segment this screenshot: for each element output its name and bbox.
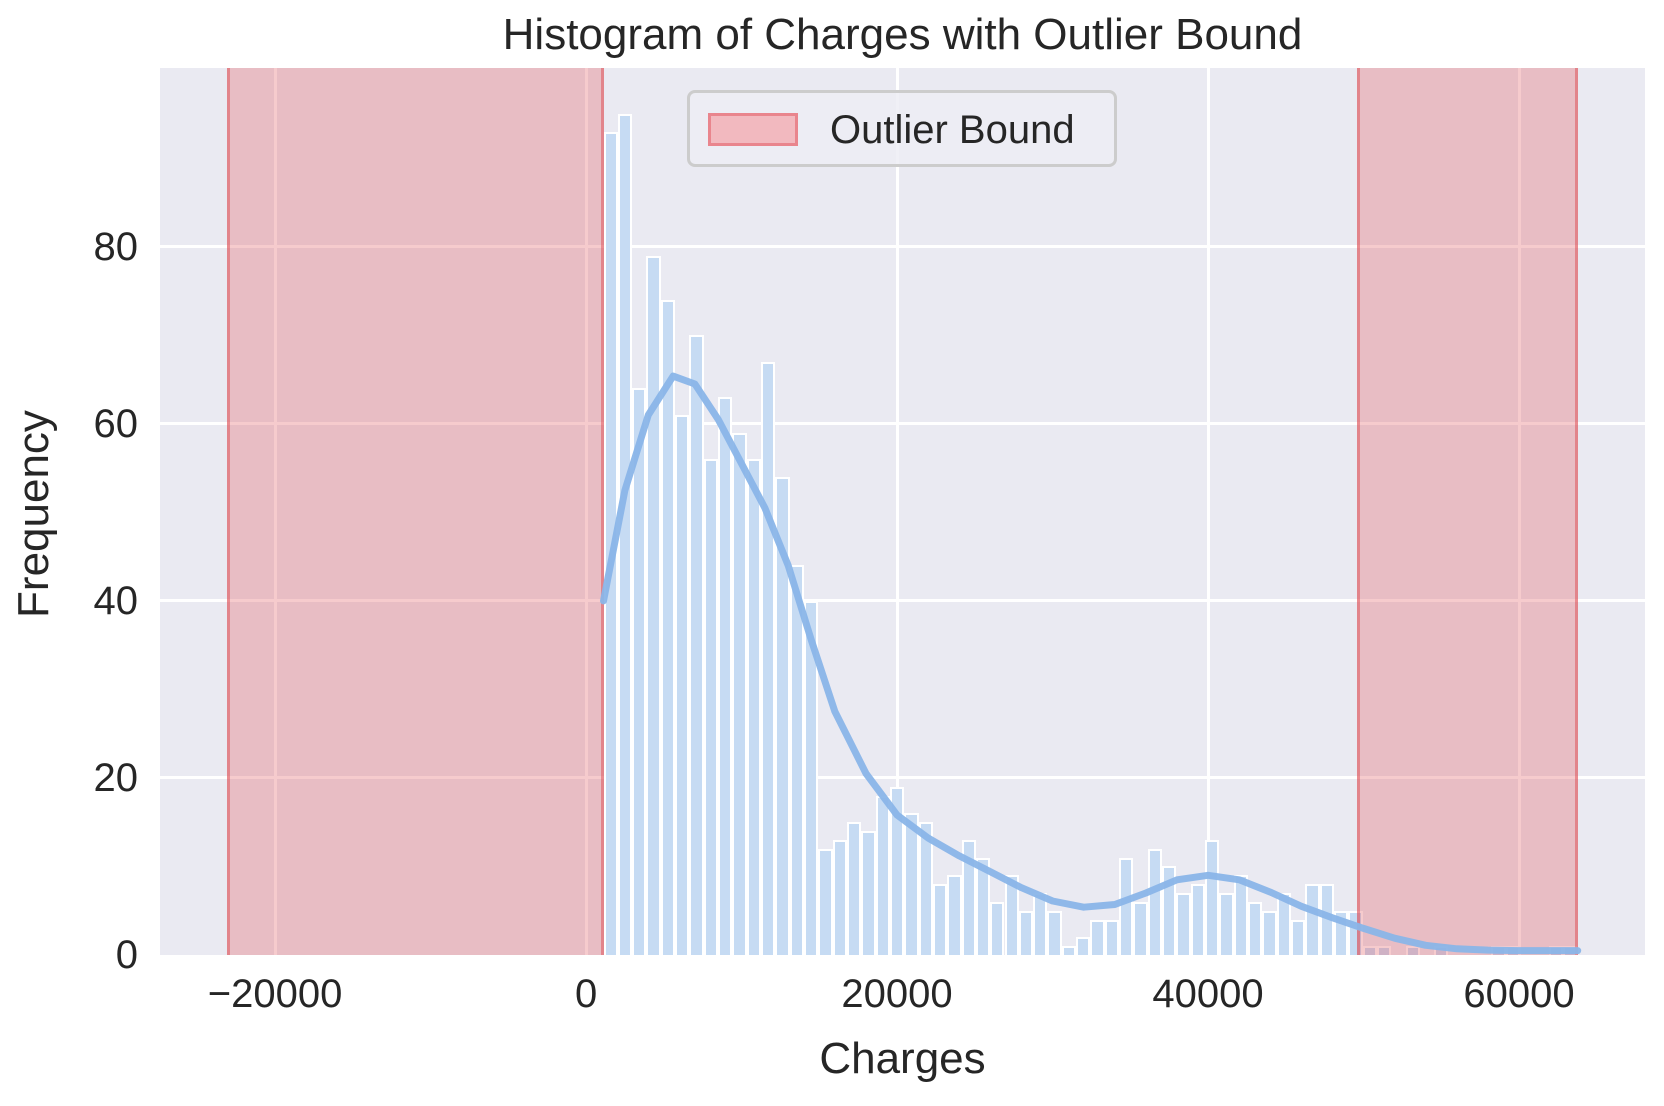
histogram-bar [660,299,676,955]
v-gridline [584,68,588,955]
y-axis-label: Frequency [9,410,58,618]
x-tick-label: 60000 [1463,972,1575,1016]
x-tick-label: 0 [574,972,598,1016]
histogram-bar [975,857,991,955]
histogram-bar [1190,884,1205,955]
histogram-bar [1047,910,1062,955]
histogram-bar [804,600,819,955]
histogram-bar [1247,901,1263,955]
histogram-bar [1061,946,1077,955]
histogram-bar [990,901,1005,955]
histogram-bar [889,786,905,955]
v-gridline [1206,68,1210,955]
plot-area: Outlier Bound [160,68,1645,955]
histogram-bar [1076,937,1091,955]
histogram-bar [1147,848,1163,955]
histogram-bar [775,476,790,955]
histogram-bar [947,875,962,955]
y-tick-label: 80 [93,224,139,269]
histogram-bar [1033,893,1048,955]
histogram-bar [675,415,690,955]
histogram-bar [1233,875,1248,955]
histogram-bar [861,831,876,955]
histogram-bar [732,432,747,955]
histogram-bar [1276,893,1291,955]
x-tick-label: 40000 [1152,972,1264,1016]
legend-outlier-swatch [708,113,798,146]
histogram-bar [932,884,948,955]
histogram-bar [1176,893,1191,955]
histogram-bar [1018,910,1034,955]
histogram-bar [1219,893,1234,955]
histogram-bar [1205,839,1220,955]
histogram-bar [1262,910,1277,955]
histogram-bar [632,388,647,955]
histogram-bar [1319,884,1334,955]
histogram-bar [904,813,919,955]
v-gridline [273,68,277,955]
histogram-bar [1119,857,1134,955]
histogram-bar [818,848,833,955]
histogram-bar [846,822,862,955]
x-axis-label: Charges [819,1034,986,1083]
histogram-bar [1305,884,1320,955]
legend: Outlier Bound [687,90,1117,167]
histogram-bar [789,565,804,955]
histogram-bar [603,131,618,955]
y-tick-label: 0 [115,933,138,977]
legend-label: Outlier Bound [830,108,1075,152]
histogram-bar [1290,919,1306,955]
chart-title: Histogram of Charges with Outlier Bound [502,10,1303,59]
histogram-bar [1104,919,1120,955]
histogram-bar [1004,875,1019,955]
histogram-bar [918,822,933,955]
histogram-bar [646,255,661,955]
outlier-bound-span [227,68,604,955]
y-tick-label: 60 [93,401,139,446]
h-gridline [160,245,1645,249]
histogram-bar [761,361,776,955]
histogram-bar [832,839,847,955]
histogram-bar [875,795,890,955]
x-tick-label: −20000 [207,972,343,1016]
histogram-bar [961,839,976,955]
x-tick-label: 20000 [841,972,953,1016]
histogram-bar [689,335,704,955]
histogram-bar [746,459,762,955]
y-tick-label: 20 [93,755,139,800]
histogram-bar [1333,910,1349,955]
outlier-bound-span [1357,68,1578,955]
histogram-bar [1162,866,1177,955]
histogram-bar [703,459,719,955]
y-tick-label: 40 [93,578,139,623]
histogram-bar [1090,919,1105,955]
histogram-bar [718,397,733,955]
histogram-bar [617,114,633,955]
histogram-bar [1133,901,1148,955]
